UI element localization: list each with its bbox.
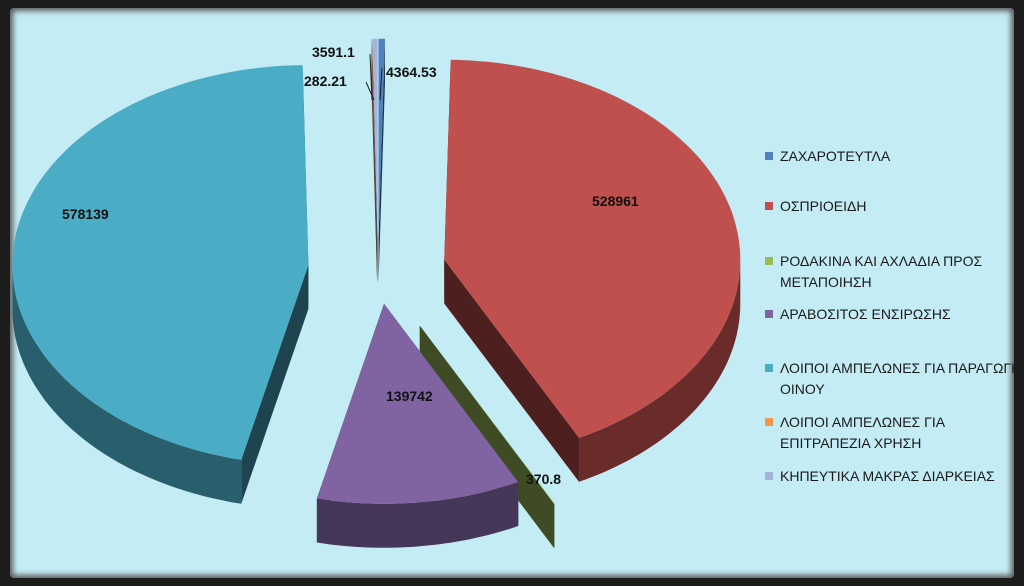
slice-top-loipoi-oinou [12,65,309,460]
chart-area: 4364.53 528961 370.8 139742 578139 282.2… [10,8,1021,578]
legend-label: ΚΗΠΕΥΤΙΚΑ ΜΑΚΡΑΣ ΔΙΑΡΚΕΙΑΣ [780,468,995,484]
legend-label: ΖΑΧΑΡΟΤΕΥΤΛΑ [780,148,891,164]
slice-side-zaxaroteutla [378,38,385,283]
legend-swatch [765,152,773,160]
slice-wall-rodakina-0 [419,325,555,548]
legend-label: ΟΣΠΡΙΟΕΙΔΗ [780,198,867,214]
slice-top-arabositos [316,303,519,504]
slice-wall-ospriοeidh-1 [444,259,579,482]
legend-label: ΡΟΔΑΚΙΝΑ ΚΑΙ ΑΧΛΑΔΙΑ ΠΡΟΣ ΜΕΤΑΠΟΙΗΣΗ [780,253,983,290]
slice-top-rodakina [419,325,555,504]
data-label-khpeutika: 3591.1 [312,44,355,60]
leader-line-khpeutika [369,53,373,101]
slice-wall-loipoi-oinou-0 [241,265,309,504]
slice-rim-loipoi-oinou [12,265,242,504]
legend-label: ΛΟΙΠΟΙ ΑΜΠΕΛΩΝΕΣ ΓΙΑ ΠΑΡΑΓΩΓΗ ΟΙΝΟΥ [780,360,1022,397]
legend-swatch [765,310,773,318]
data-label-loipoi-oinou: 578139 [62,206,109,222]
slice-rim-ospriοeidh [579,259,741,482]
pie-chart [12,38,741,548]
leader-line-loipoi-epitrapezia [365,81,375,101]
legend-swatch [765,364,773,372]
legend-swatch [765,257,773,265]
slice-top-khpeutika [372,38,378,239]
slice-rim-arabositos [316,482,519,548]
legend-swatch [765,418,773,426]
leader-line-zaxaroteutla [379,67,383,101]
slice-top-ospriοeidh [444,59,741,438]
slice-top-loipoi-epitrapezia [371,38,378,239]
legend-label: ΛΟΙΠΟΙ ΑΜΠΕΛΩΝΕΣ ΓΙΑ ΕΠΙΤΡΑΠΕΖΙΑ ΧΡΗΣΗ [780,414,945,451]
slice-top-zaxaroteutla [378,38,385,239]
legend-swatch [765,202,773,210]
legend-label: ΑΡΑΒΟΣΙΤΟΣ ΕΝΣΙΡΩΣΗΣ [780,306,951,322]
slice-rim-rodakina [554,503,555,548]
slice-side-rodakina [419,325,555,548]
data-label-ospriοeidh: 528961 [592,193,639,209]
data-label-zaxaroteutla: 4364.53 [386,64,437,80]
data-label-loipoi-epitrapezia: 282.21 [304,73,347,89]
legend-swatch [765,472,773,480]
data-label-arabositos: 139742 [386,388,433,404]
slice-wall-zaxaroteutla-1 [378,38,385,283]
data-label-rodakina: 370.8 [526,471,562,487]
